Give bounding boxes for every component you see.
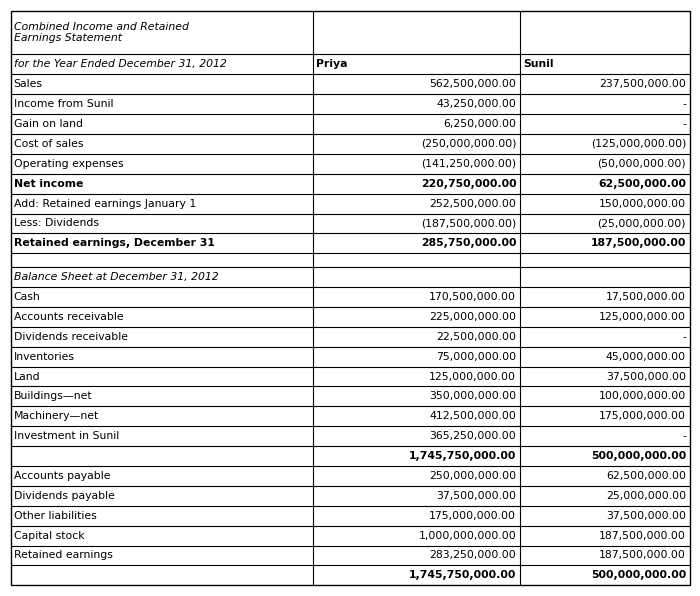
Text: 37,500,000.00: 37,500,000.00: [606, 371, 686, 381]
Text: Income from Sunil: Income from Sunil: [13, 99, 113, 109]
Text: 100,000,000.00: 100,000,000.00: [598, 392, 686, 402]
Text: 285,750,000.00: 285,750,000.00: [421, 238, 517, 249]
Text: (25,000,000.00): (25,000,000.00): [598, 219, 686, 228]
Text: 283,250,000.00: 283,250,000.00: [430, 551, 517, 560]
Text: Net income: Net income: [13, 179, 83, 189]
Text: Retained earnings: Retained earnings: [13, 551, 113, 560]
Text: Balance Sheet at December 31, 2012: Balance Sheet at December 31, 2012: [13, 272, 218, 282]
Text: 220,750,000.00: 220,750,000.00: [421, 179, 517, 189]
Text: -: -: [682, 99, 686, 109]
Text: 17,500,000.00: 17,500,000.00: [606, 292, 686, 302]
Text: Other liabilities: Other liabilities: [13, 511, 97, 521]
Text: 62,500,000.00: 62,500,000.00: [606, 471, 686, 481]
Text: 365,250,000.00: 365,250,000.00: [430, 431, 517, 441]
Text: Accounts payable: Accounts payable: [13, 471, 110, 481]
Text: Sales: Sales: [13, 79, 43, 89]
Text: 237,500,000.00: 237,500,000.00: [599, 79, 686, 89]
Text: Less: Dividends: Less: Dividends: [13, 219, 99, 228]
Text: 25,000,000.00: 25,000,000.00: [606, 491, 686, 501]
Text: (125,000,000.00): (125,000,000.00): [591, 139, 686, 149]
Text: Machinery—net: Machinery—net: [13, 411, 99, 421]
Text: Retained earnings, December 31: Retained earnings, December 31: [13, 238, 214, 249]
Text: 43,250,000.00: 43,250,000.00: [436, 99, 517, 109]
Text: 37,500,000.00: 37,500,000.00: [606, 511, 686, 521]
Text: Cash: Cash: [13, 292, 41, 302]
Text: Sunil: Sunil: [523, 60, 553, 69]
Text: 350,000,000.00: 350,000,000.00: [429, 392, 517, 402]
Text: -: -: [682, 119, 686, 129]
Text: Combined Income and Retained
Earnings Statement: Combined Income and Retained Earnings St…: [13, 22, 188, 44]
Text: 500,000,000.00: 500,000,000.00: [591, 451, 686, 461]
Text: 187,500,000.00: 187,500,000.00: [591, 238, 686, 249]
Text: (250,000,000.00): (250,000,000.00): [421, 139, 517, 149]
Text: 6,250,000.00: 6,250,000.00: [443, 119, 517, 129]
Text: (50,000,000.00): (50,000,000.00): [597, 159, 686, 169]
Text: 225,000,000.00: 225,000,000.00: [429, 312, 517, 322]
Text: 1,745,750,000.00: 1,745,750,000.00: [409, 451, 517, 461]
Text: Investment in Sunil: Investment in Sunil: [13, 431, 119, 441]
Text: (187,500,000.00): (187,500,000.00): [421, 219, 517, 228]
Text: Inventories: Inventories: [13, 352, 74, 362]
Text: 412,500,000.00: 412,500,000.00: [429, 411, 517, 421]
Text: (141,250,000.00): (141,250,000.00): [421, 159, 517, 169]
Text: Cost of sales: Cost of sales: [13, 139, 83, 149]
Text: for the Year Ended December 31, 2012: for the Year Ended December 31, 2012: [13, 60, 226, 69]
Text: 562,500,000.00: 562,500,000.00: [429, 79, 517, 89]
Text: Accounts receivable: Accounts receivable: [13, 312, 123, 322]
Text: Priya: Priya: [316, 60, 347, 69]
Text: 250,000,000.00: 250,000,000.00: [429, 471, 517, 481]
Text: Capital stock: Capital stock: [13, 530, 84, 541]
Text: 45,000,000.00: 45,000,000.00: [606, 352, 686, 362]
Text: 170,500,000.00: 170,500,000.00: [429, 292, 517, 302]
Text: 1,000,000,000.00: 1,000,000,000.00: [419, 530, 517, 541]
Text: Operating expenses: Operating expenses: [13, 159, 123, 169]
Text: 62,500,000.00: 62,500,000.00: [598, 179, 686, 189]
Text: Add: Retained earnings January 1: Add: Retained earnings January 1: [13, 198, 196, 209]
Text: 37,500,000.00: 37,500,000.00: [436, 491, 517, 501]
Text: 1,745,750,000.00: 1,745,750,000.00: [409, 570, 517, 581]
Text: -: -: [682, 332, 686, 342]
Text: 125,000,000.00: 125,000,000.00: [429, 371, 517, 381]
Text: 175,000,000.00: 175,000,000.00: [429, 511, 517, 521]
Text: 75,000,000.00: 75,000,000.00: [436, 352, 517, 362]
Text: 187,500,000.00: 187,500,000.00: [599, 530, 686, 541]
Text: 150,000,000.00: 150,000,000.00: [599, 198, 686, 209]
Text: Gain on land: Gain on land: [13, 119, 83, 129]
Text: Dividends payable: Dividends payable: [13, 491, 114, 501]
Text: 500,000,000.00: 500,000,000.00: [591, 570, 686, 581]
Text: 125,000,000.00: 125,000,000.00: [599, 312, 686, 322]
Text: 22,500,000.00: 22,500,000.00: [436, 332, 517, 342]
Text: Land: Land: [13, 371, 40, 381]
Text: Dividends receivable: Dividends receivable: [13, 332, 127, 342]
Text: Buildings—net: Buildings—net: [13, 392, 92, 402]
Text: -: -: [682, 431, 686, 441]
Text: 187,500,000.00: 187,500,000.00: [599, 551, 686, 560]
Text: 252,500,000.00: 252,500,000.00: [429, 198, 517, 209]
Text: 175,000,000.00: 175,000,000.00: [599, 411, 686, 421]
